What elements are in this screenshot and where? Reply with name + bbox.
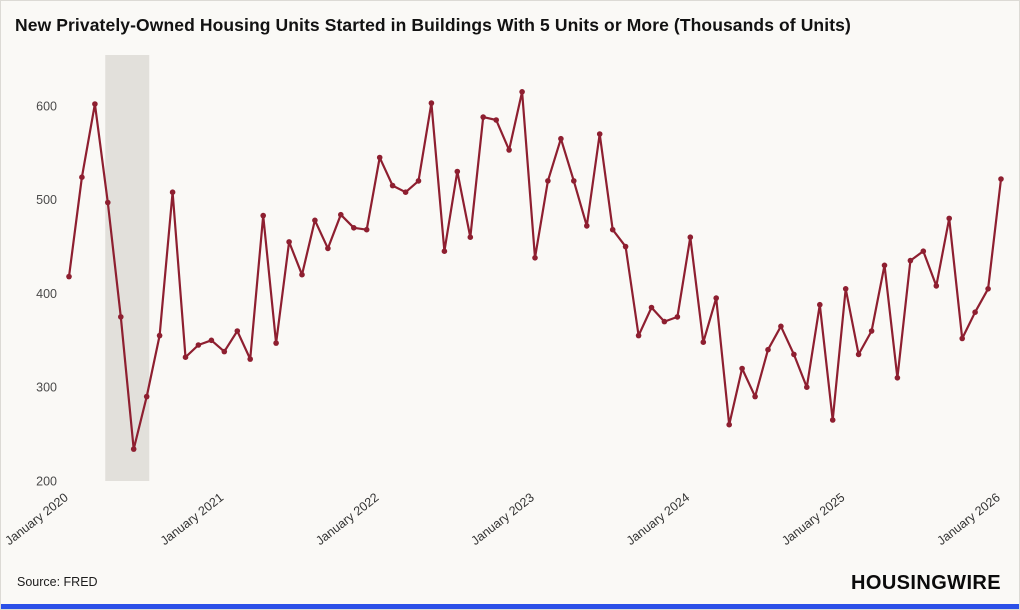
- y-tick-label: 400: [36, 287, 57, 301]
- x-tick-label: January 2025: [779, 490, 847, 548]
- data-point: [363, 226, 370, 233]
- data-point: [428, 100, 435, 106]
- source-label: Source: FRED: [17, 575, 98, 589]
- x-tick-label: January 2023: [469, 490, 537, 548]
- data-point: [571, 178, 577, 184]
- data-point: [143, 393, 150, 400]
- data-point: [92, 101, 98, 107]
- data-point: [389, 182, 396, 189]
- data-point: [972, 309, 978, 316]
- data-point: [467, 234, 474, 240]
- data-point: [480, 114, 487, 120]
- data-point: [493, 117, 500, 123]
- data-point: [739, 365, 745, 372]
- data-point: [946, 215, 952, 222]
- data-point: [208, 337, 215, 344]
- data-point: [881, 262, 888, 269]
- data-point: [829, 417, 836, 423]
- data-point: [596, 131, 603, 137]
- x-tick-label: January 2024: [624, 490, 692, 548]
- x-tick-label: January 2020: [3, 490, 71, 548]
- data-point: [661, 318, 668, 325]
- data-point: [804, 384, 810, 391]
- data-point: [635, 332, 642, 339]
- x-tick-label: January 2026: [935, 490, 1003, 548]
- data-point: [402, 189, 409, 195]
- data-point: [752, 393, 758, 400]
- data-point: [907, 257, 914, 264]
- data-point: [130, 446, 137, 452]
- data-point: [894, 375, 901, 381]
- y-tick-label: 600: [36, 99, 57, 113]
- data-point: [182, 354, 189, 361]
- data-point: [286, 239, 292, 245]
- data-point: [998, 176, 1004, 182]
- data-point: [221, 348, 228, 355]
- data-point: [506, 147, 512, 153]
- data-point: [338, 211, 344, 218]
- data-point: [454, 168, 461, 175]
- y-axis-tick-labels: 200 300 400 500 600: [36, 99, 57, 488]
- series-point-markers: [66, 89, 1004, 452]
- y-tick-label: 500: [36, 193, 57, 207]
- data-point: [868, 328, 875, 334]
- data-point: [817, 301, 823, 308]
- data-point: [376, 154, 383, 161]
- series-line: [67, 90, 1003, 451]
- data-point: [195, 342, 202, 348]
- data-point: [933, 283, 940, 289]
- data-point: [351, 225, 357, 231]
- data-point: [105, 199, 111, 206]
- chart-title: New Privately-Owned Housing Units Starte…: [15, 15, 851, 35]
- data-point: [700, 339, 707, 346]
- data-point: [855, 351, 862, 358]
- data-point: [726, 421, 732, 428]
- data-point: [260, 212, 267, 219]
- data-point: [842, 286, 849, 292]
- data-point: [920, 248, 927, 254]
- data-point: [778, 323, 784, 330]
- data-point: [79, 174, 85, 180]
- data-point: [273, 340, 279, 346]
- data-point: [299, 271, 305, 278]
- data-point: [169, 189, 176, 195]
- data-point: [609, 226, 616, 233]
- y-tick-label: 200: [36, 475, 57, 489]
- data-point: [584, 223, 590, 229]
- data-point: [713, 295, 719, 301]
- data-point: [674, 314, 681, 320]
- x-axis-tick-labels: January 2020 January 2021 January 2022 Janu…: [3, 490, 1003, 548]
- data-point: [648, 304, 655, 311]
- data-point: [622, 243, 629, 250]
- data-point: [791, 351, 797, 358]
- data-point: [545, 178, 551, 184]
- x-tick-label: January 2022: [313, 490, 381, 548]
- data-point: [765, 346, 771, 353]
- recession-band: [105, 55, 150, 481]
- data-point: [519, 89, 525, 95]
- y-tick-label: 300: [36, 381, 57, 395]
- data-point: [247, 356, 253, 362]
- data-point: [415, 178, 422, 184]
- x-tick-label: January 2021: [158, 490, 226, 548]
- data-point: [156, 332, 163, 339]
- data-point: [959, 335, 965, 342]
- data-point: [118, 314, 124, 320]
- data-point: [312, 217, 318, 224]
- brand-accent-bar: [1, 604, 1019, 609]
- data-point: [325, 245, 331, 252]
- data-point: [234, 328, 241, 334]
- data-point: [66, 273, 72, 280]
- data-point: [985, 286, 991, 292]
- data-point: [558, 135, 564, 142]
- data-point: [532, 255, 538, 261]
- data-point: [687, 234, 694, 240]
- data-point: [441, 248, 448, 254]
- housingwire-logo: HOUSINGWIRE: [851, 572, 1001, 594]
